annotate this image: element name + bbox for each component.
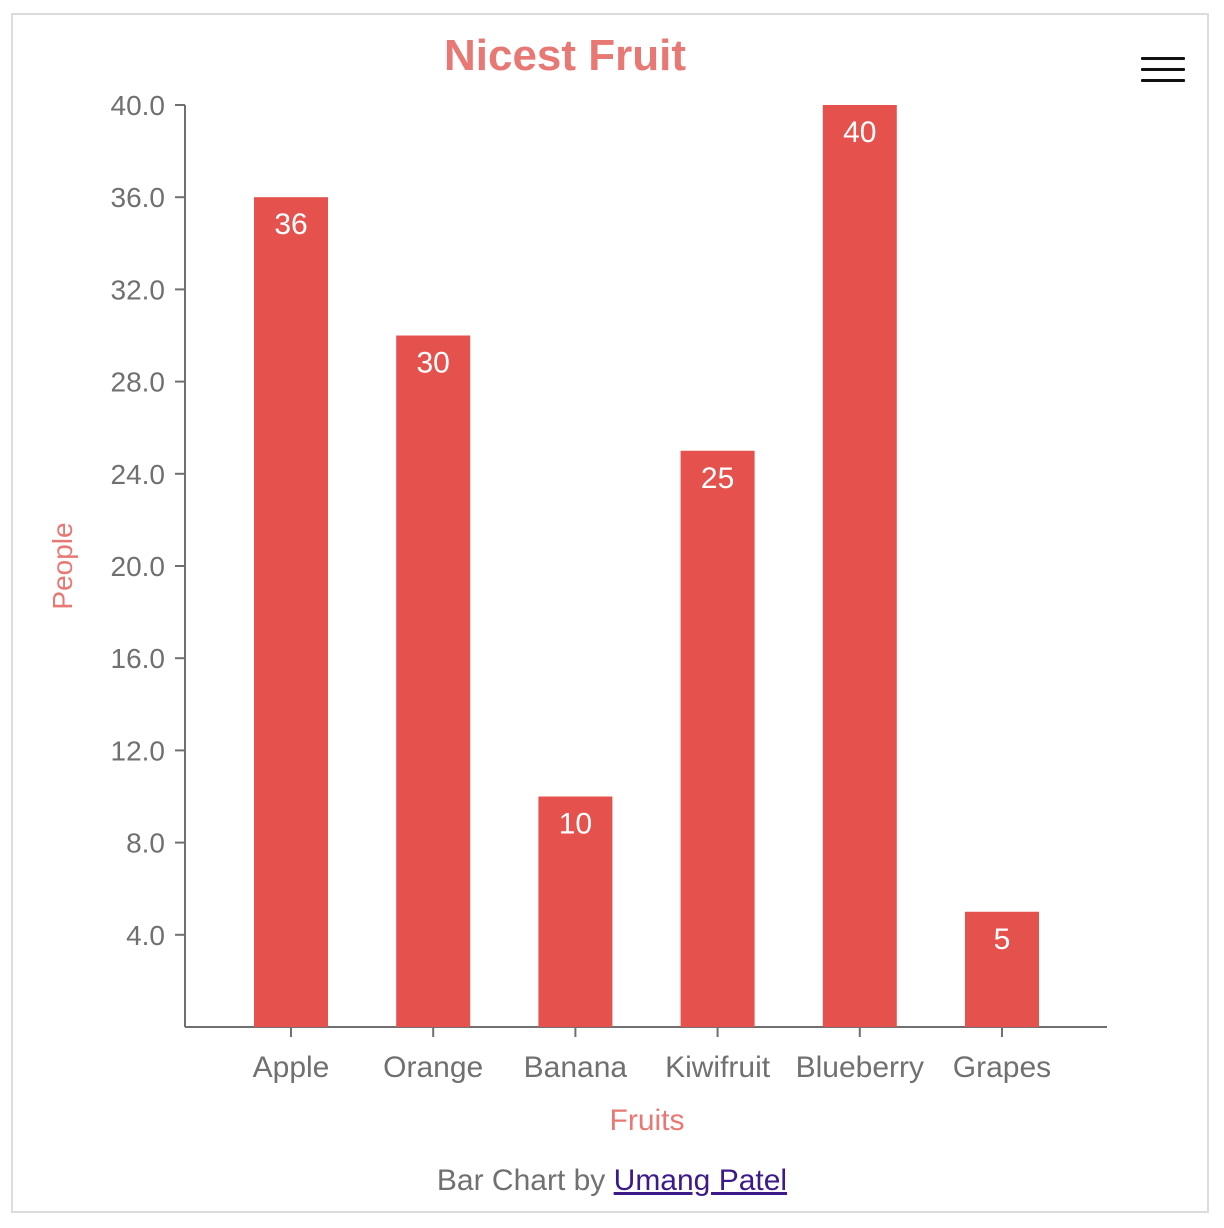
bar-grapes — [965, 911, 1039, 1027]
y-tick-label: 40.0 — [111, 90, 166, 121]
bars: 36 30 10 25 40 5 — [254, 105, 1039, 1027]
bar-kiwifruit — [680, 450, 755, 1027]
bar-blueberry — [822, 105, 897, 1027]
data-label: 25 — [701, 462, 734, 495]
x-axis: Apple Orange Banana Kiwifruit Blueberry Grape… — [185, 1026, 1107, 1084]
x-tick-label: Banana — [524, 1051, 628, 1084]
data-label: 40 — [843, 116, 876, 149]
x-tick-label: Apple — [253, 1051, 330, 1084]
x-tick-label: Blueberry — [796, 1051, 924, 1084]
bar-orange — [396, 335, 471, 1027]
y-axis: 4.0 8.0 12.0 16.0 20.0 24.0 28.0 32.0 36.0 40.0 — [111, 90, 186, 1027]
y-tick-label: 24.0 — [111, 459, 166, 490]
credit-prefix: Bar Chart by — [436, 1164, 606, 1197]
chart-credit: Bar Chart by Umang Patel — [0, 1164, 1224, 1198]
bar-banana — [538, 796, 613, 1027]
data-label: 36 — [274, 208, 307, 241]
y-tick-label: 12.0 — [111, 735, 166, 766]
x-tick-label: Kiwifruit — [665, 1051, 771, 1084]
x-axis-title: Fruits — [610, 1104, 685, 1137]
bar-apple — [254, 197, 328, 1027]
author-link[interactable]: Umang Patel — [613, 1164, 788, 1197]
chart-title: Nicest Fruit — [444, 31, 686, 80]
y-tick-label: 36.0 — [111, 182, 166, 213]
y-tick-label: 16.0 — [111, 643, 166, 674]
data-label: 30 — [417, 347, 450, 380]
y-tick-label: 28.0 — [111, 367, 166, 398]
hamburger-menu-icon-bar — [1141, 68, 1185, 71]
data-label: 5 — [994, 923, 1011, 956]
hamburger-menu-icon — [1141, 57, 1185, 60]
y-axis-title: People — [47, 522, 78, 609]
x-tick-label: Orange — [383, 1051, 483, 1084]
y-tick-label: 4.0 — [126, 920, 165, 951]
y-tick-label: 32.0 — [111, 274, 166, 305]
y-tick-label: 20.0 — [111, 551, 166, 582]
x-tick-label: Grapes — [953, 1051, 1051, 1084]
chart-menu-button[interactable] — [1136, 50, 1190, 90]
data-label: 10 — [559, 808, 592, 841]
hamburger-menu-icon-bar — [1141, 79, 1185, 82]
y-tick-label: 8.0 — [126, 828, 165, 859]
